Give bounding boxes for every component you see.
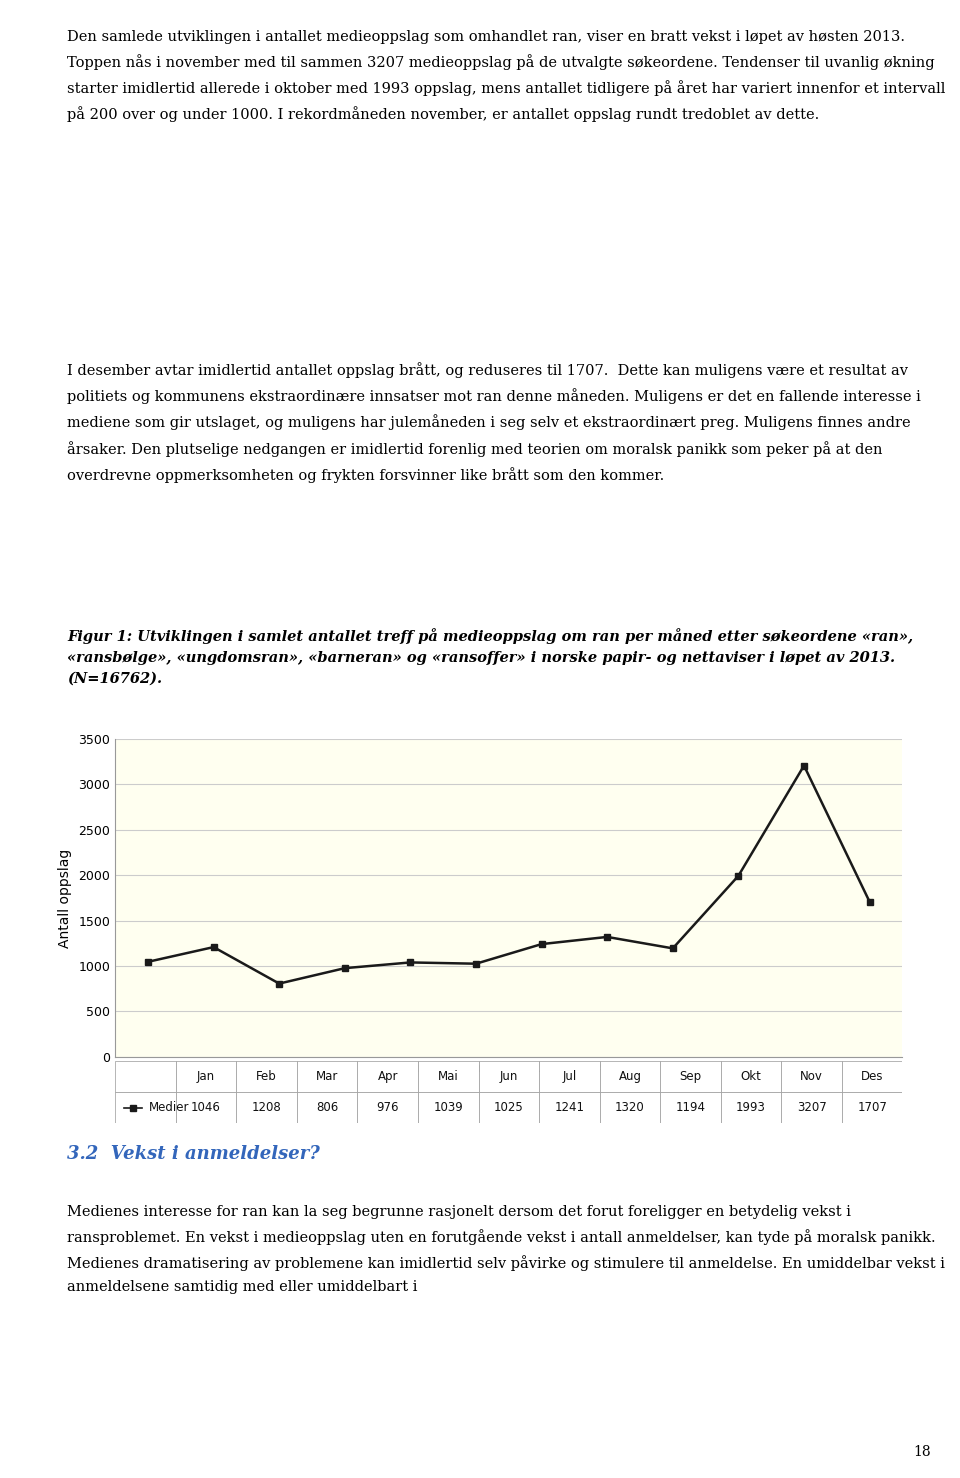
Text: Feb: Feb	[256, 1070, 276, 1083]
Text: 1320: 1320	[615, 1101, 645, 1114]
Bar	[721, 1061, 781, 1092]
Text: 1707: 1707	[857, 1101, 887, 1114]
Text: Jun: Jun	[499, 1070, 518, 1083]
Bar	[418, 1061, 478, 1092]
Bar	[176, 1061, 236, 1092]
Text: 1194: 1194	[676, 1101, 706, 1114]
Bar	[600, 1061, 660, 1092]
Text: Den samlede utviklingen i antallet medieoppslag som omhandlet ran, viser en brat: Den samlede utviklingen i antallet medie…	[67, 30, 946, 123]
Text: 1208: 1208	[252, 1101, 281, 1114]
Text: Aug: Aug	[618, 1070, 641, 1083]
Bar	[176, 1092, 236, 1123]
Text: Des: Des	[861, 1070, 883, 1083]
Bar	[660, 1061, 721, 1092]
Text: 976: 976	[376, 1101, 399, 1114]
Bar	[600, 1092, 660, 1123]
Bar	[236, 1092, 297, 1123]
Text: I desember avtar imidlertid antallet oppslag brått, og reduseres til 1707.  Dett: I desember avtar imidlertid antallet opp…	[67, 362, 921, 483]
Text: Mai: Mai	[438, 1070, 459, 1083]
Bar	[478, 1092, 540, 1123]
Text: Jan: Jan	[197, 1070, 215, 1083]
Bar	[660, 1092, 721, 1123]
Bar	[357, 1092, 418, 1123]
Bar	[781, 1092, 842, 1123]
Bar	[357, 1061, 418, 1092]
Text: 1039: 1039	[433, 1101, 463, 1114]
Bar	[781, 1061, 842, 1092]
Text: 18: 18	[914, 1445, 931, 1459]
Bar	[297, 1061, 357, 1092]
Y-axis label: Antall oppslag: Antall oppslag	[58, 848, 71, 947]
Bar	[115, 1061, 176, 1092]
Text: Apr: Apr	[377, 1070, 398, 1083]
Text: Medienes interesse for ran kan la seg begrunne rasjonelt dersom det forut foreli: Medienes interesse for ran kan la seg be…	[67, 1205, 946, 1293]
Bar	[418, 1092, 478, 1123]
Text: 806: 806	[316, 1101, 338, 1114]
Bar	[236, 1061, 297, 1092]
Text: Nov: Nov	[800, 1070, 823, 1083]
Text: Medier: Medier	[149, 1101, 189, 1114]
Text: 1241: 1241	[554, 1101, 585, 1114]
Text: 3207: 3207	[797, 1101, 827, 1114]
Text: Mar: Mar	[316, 1070, 338, 1083]
Bar	[721, 1092, 781, 1123]
Text: Jul: Jul	[563, 1070, 576, 1083]
Text: 1046: 1046	[191, 1101, 221, 1114]
Bar	[297, 1092, 357, 1123]
Text: 1993: 1993	[736, 1101, 766, 1114]
Text: Figur 1: Utviklingen i samlet antallet treff på medieoppslag om ran per måned et: Figur 1: Utviklingen i samlet antallet t…	[67, 628, 913, 686]
Text: Sep: Sep	[680, 1070, 702, 1083]
Bar	[842, 1061, 902, 1092]
Bar	[842, 1092, 902, 1123]
Text: 1025: 1025	[494, 1101, 523, 1114]
Bar	[540, 1061, 600, 1092]
Bar	[478, 1061, 540, 1092]
Bar	[115, 1092, 176, 1123]
Text: 3.2  Vekst i anmeldelser?: 3.2 Vekst i anmeldelser?	[67, 1145, 320, 1163]
Bar	[540, 1092, 600, 1123]
Text: Okt: Okt	[740, 1070, 761, 1083]
